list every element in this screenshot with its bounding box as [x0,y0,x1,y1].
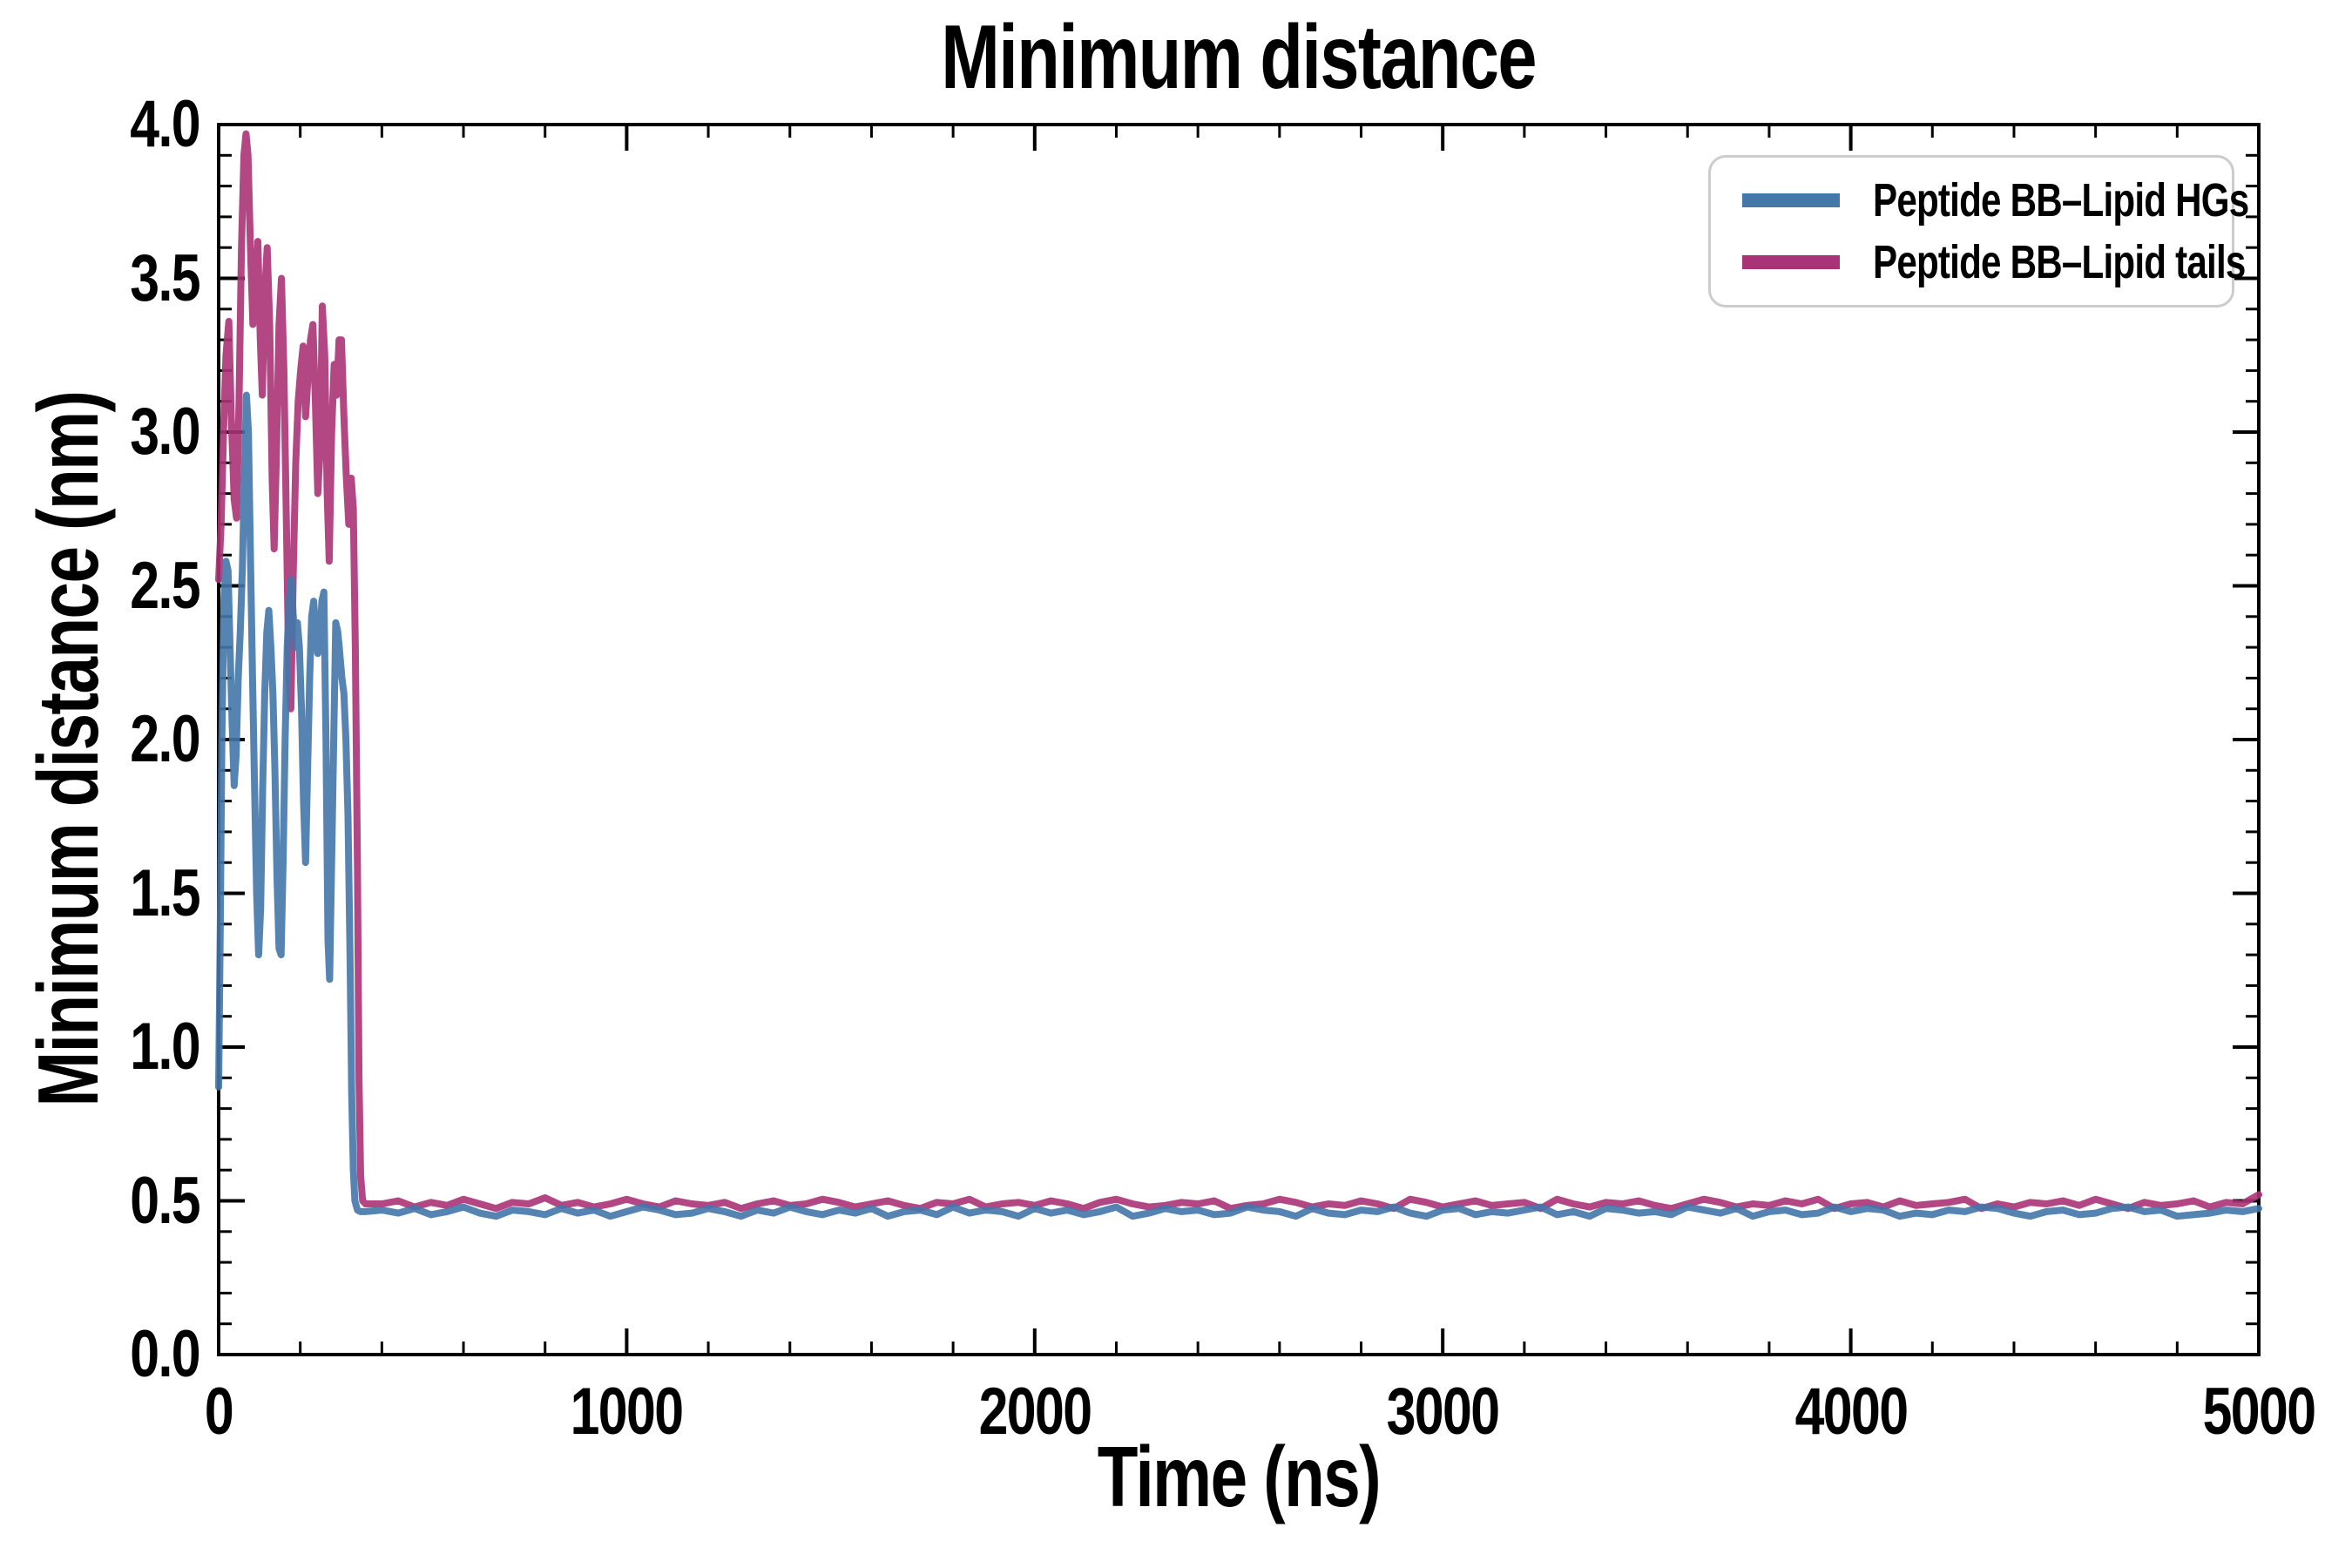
y-tick-label: 4.0 [130,87,200,161]
axes-spines [217,123,2261,1356]
x-tick-label: 3000 [1386,1375,1500,1449]
y-axis-label: Minimum distance (nm) [20,391,116,1107]
y-tick-label: 0.0 [130,1317,200,1391]
x-tick-label: 0 [204,1375,234,1449]
y-tick-label: 1.5 [130,855,200,930]
x-tick-label: 2000 [978,1375,1092,1449]
legend: Peptide BB–Lipid HGs Peptide BB–Lipid ta… [1708,155,2249,308]
x-tick-label: 1000 [570,1375,684,1449]
y-tick-label: 0.5 [130,1163,200,1238]
y-tick-label: 2.0 [130,702,200,776]
legend-swatch-magenta [1742,254,1840,269]
legend-label-hgs: Peptide BB–Lipid HGs [1873,174,2249,227]
series-line [215,130,2262,1213]
chart-title: Minimum distance [941,7,1538,108]
x-tick-label: 4000 [1794,1375,1908,1449]
x-tick-label: 5000 [2202,1375,2316,1449]
series-line [215,391,2262,1220]
x-axis-label-wrap: Time (ns) [219,1429,2259,1524]
y-tick-label: 3.0 [130,395,200,469]
legend-label-tails: Peptide BB–Lipid tails [1873,235,2246,288]
x-axis-label: Time (ns) [1097,1429,1382,1524]
y-tick-label: 3.5 [130,240,200,315]
legend-entry-hgs: Peptide BB–Lipid HGs [1711,177,2249,224]
legend-entry-tails: Peptide BB–Lipid tails [1711,239,2246,286]
legend-swatch-blue [1742,193,1840,208]
y-tick-label: 2.5 [130,548,200,623]
y-tick-label: 1.0 [130,1010,200,1084]
chart-title-wrap: Minimum distance [219,12,2259,103]
